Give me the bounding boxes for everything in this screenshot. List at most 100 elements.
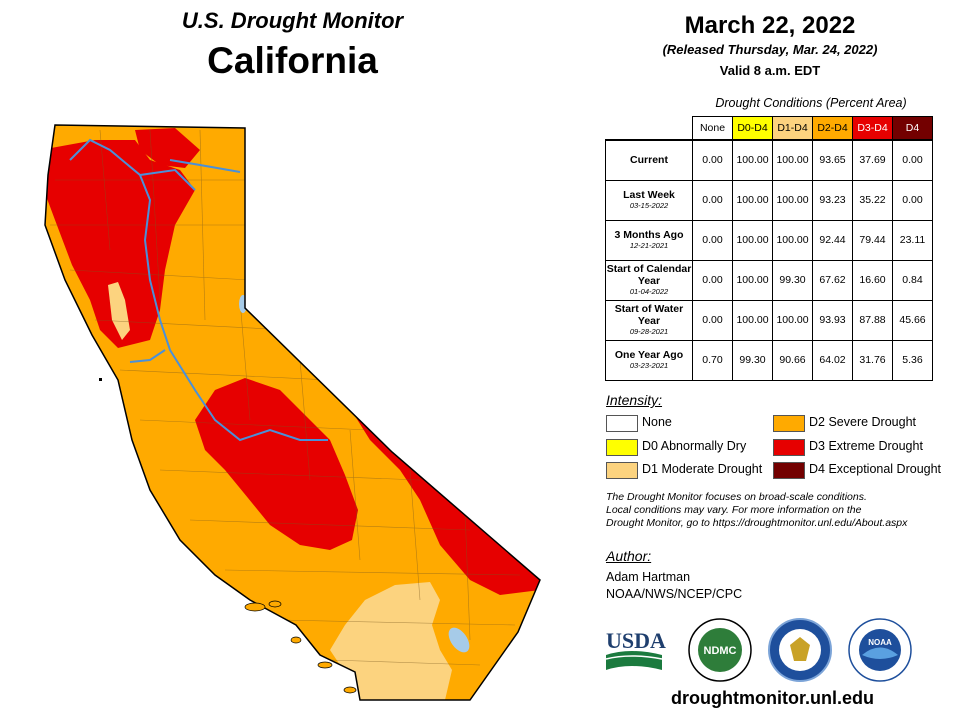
table-cell: 100.00 <box>732 259 773 301</box>
farallon-islet <box>99 378 102 381</box>
legend-label: D4 Exceptional Drought <box>809 462 942 476</box>
noaa-logo-text: NOAA <box>868 638 892 647</box>
table-cell: 93.65 <box>812 139 853 181</box>
table-cell: 5.36 <box>892 339 933 381</box>
table-cell: 0.00 <box>692 179 733 221</box>
intensity-title: Intensity: <box>606 392 663 408</box>
usda-logo: USDA <box>605 628 666 670</box>
valid-time: Valid 8 a.m. EDT <box>719 63 821 78</box>
table-caption: Drought Conditions (Percent Area) <box>715 96 907 110</box>
legend-label: D3 Extreme Drought <box>809 439 923 453</box>
row-date: 01-04-2022 <box>629 287 669 296</box>
disclaimer-note: The Drought Monitor focuses on broad-sca… <box>606 491 951 530</box>
row-label-text: Current <box>630 154 668 167</box>
table-row: 3 Months Ago 12-21-2021 0.00 100.00 100.00 92… <box>605 219 933 261</box>
d3-region-central <box>195 378 358 550</box>
legend-swatch <box>773 415 805 432</box>
table-cell: 100.00 <box>732 299 773 341</box>
ndmc-logo: NDMC <box>688 618 752 682</box>
row-date: 12-21-2021 <box>629 241 669 250</box>
map-subtitle: U.S. Drought Monitor <box>181 8 404 33</box>
row-date: 03-15-2022 <box>629 201 669 210</box>
table-cell: 0.00 <box>692 299 733 341</box>
table-cell: 100.00 <box>772 179 813 221</box>
row-label-text: One Year Ago <box>614 349 684 361</box>
col-header: D2-D4 <box>812 116 853 141</box>
state-outline <box>44 124 541 701</box>
col-header: D0-D4 <box>732 116 773 141</box>
table-cell: 0.00 <box>692 259 733 301</box>
table-cell: 90.66 <box>772 339 813 381</box>
table-cell: 93.93 <box>812 299 853 341</box>
table-cell: 67.62 <box>812 259 853 301</box>
d1-region-south <box>330 582 452 700</box>
map-title: California <box>207 40 378 81</box>
table-corner <box>606 117 693 141</box>
row-label: 3 Months Ago 12-21-2021 <box>605 219 693 261</box>
row-date: 09-28-2021 <box>629 327 669 336</box>
county-lines <box>50 129 521 666</box>
california-drought-map <box>44 124 541 701</box>
col-header: D4 <box>892 116 933 141</box>
commerce-seal <box>768 618 832 682</box>
ndmc-logo-text: NDMC <box>704 645 737 657</box>
author-org: NOAA/NWS/NCEP/CPC <box>606 587 743 601</box>
author-name: Adam Hartman <box>606 570 691 584</box>
table-cell: 100.00 <box>732 179 773 221</box>
table-cell: 37.69 <box>852 139 893 181</box>
legend-label: None <box>642 415 672 429</box>
table-cell: 0.84 <box>892 259 933 301</box>
row-label-text: Last Week <box>623 189 675 201</box>
table-row: One Year Ago 03-23-2021 0.70 99.30 90.66 64.0… <box>605 339 933 381</box>
table-cell: 31.76 <box>852 339 893 381</box>
table-cell: 87.88 <box>852 299 893 341</box>
table-row: Current 0.00 100.00 100.00 93.65 37.69 0.00 <box>605 139 933 181</box>
legend-label: D2 Severe Drought <box>809 415 917 429</box>
row-label-text: Start of Water Year <box>614 303 684 327</box>
table-header-row: None D0-D4 D1-D4 D2-D4 D3-D4 D4 <box>606 116 933 141</box>
row-label-text: 3 Months Ago <box>614 229 684 241</box>
row-label: Start of Water Year 09-28-2021 <box>605 299 693 341</box>
author-title: Author: <box>606 548 652 564</box>
legend-label: D1 Moderate Drought <box>642 462 763 476</box>
table-cell: 0.00 <box>692 139 733 181</box>
row-date: 03-23-2021 <box>629 361 669 370</box>
table-cell: 100.00 <box>732 139 773 181</box>
note-line: Local conditions may vary. For more info… <box>606 504 862 516</box>
d1-region-north <box>108 282 130 340</box>
table-body: Current 0.00 100.00 100.00 93.65 37.69 0.00 Las… <box>605 139 933 381</box>
table-cell: 99.30 <box>732 339 773 381</box>
table-cell: 99.30 <box>772 259 813 301</box>
row-label-text: Start of Calendar Year <box>606 263 692 287</box>
row-label: Start of Calendar Year 01-04-2022 <box>605 259 693 301</box>
agency-logos: USDA NDMC NOAA <box>605 618 912 682</box>
table-cell: 92.44 <box>812 219 853 261</box>
legend-swatch <box>606 415 638 432</box>
map-date: March 22, 2022 <box>684 12 856 39</box>
note-line: The Drought Monitor focuses on broad-sca… <box>606 491 867 503</box>
d3-region-north <box>45 140 195 348</box>
row-label: Current <box>605 139 693 181</box>
table-cell: 64.02 <box>812 339 853 381</box>
table-cell: 0.00 <box>892 179 933 221</box>
drought-conditions-table: None D0-D4 D1-D4 D2-D4 D3-D4 D4 Current 0… <box>605 116 933 381</box>
legend-swatch <box>773 439 805 456</box>
table-cell: 93.23 <box>812 179 853 221</box>
table-cell: 0.00 <box>692 219 733 261</box>
d3-region-northeast <box>135 128 200 168</box>
row-label: One Year Ago 03-23-2021 <box>605 339 693 381</box>
table-cell: 79.44 <box>852 219 893 261</box>
legend-swatch <box>606 439 638 456</box>
noaa-logo: NOAA <box>848 618 912 682</box>
usda-logo-text: USDA <box>606 628 666 653</box>
note-line: Drought Monitor, go to https://droughtmo… <box>606 517 908 529</box>
website-link[interactable]: droughtmonitor.unl.edu <box>671 688 874 708</box>
table-cell: 100.00 <box>772 219 813 261</box>
table-cell: 100.00 <box>732 219 773 261</box>
lake-tahoe <box>239 295 247 313</box>
rivers <box>69 138 328 442</box>
legend-label: D0 Abnormally Dry <box>642 439 747 453</box>
col-header: D1-D4 <box>772 116 813 141</box>
table-cell: 100.00 <box>772 299 813 341</box>
table-cell: 100.00 <box>772 139 813 181</box>
